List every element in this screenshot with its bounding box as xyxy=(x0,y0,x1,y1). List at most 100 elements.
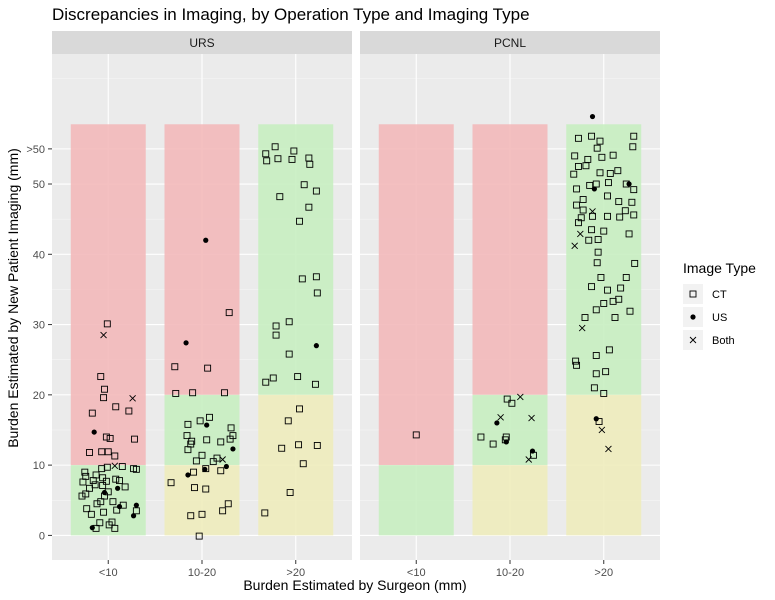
data-point-ct xyxy=(125,407,133,415)
data-point-both xyxy=(100,331,107,339)
data-point-ct xyxy=(81,468,89,476)
data-point-us xyxy=(183,340,189,346)
data-point-ct xyxy=(278,444,286,452)
data-point-ct xyxy=(299,460,307,468)
data-point-ct xyxy=(592,370,600,378)
data-point-both xyxy=(129,395,136,402)
data-point-ct xyxy=(195,532,203,540)
data-point-ct xyxy=(593,144,601,152)
data-point-ct xyxy=(617,284,625,292)
data-point-ct xyxy=(631,259,639,267)
data-point-ct xyxy=(99,474,107,482)
x-axis: <10 10-20 >20 <10 10-20 >20 xyxy=(99,560,613,579)
y-tick-label: 40 xyxy=(33,249,45,261)
data-point-ct xyxy=(261,509,269,517)
data-point-ct xyxy=(183,432,191,440)
data-point-ct xyxy=(225,309,233,317)
data-point-ct xyxy=(263,157,271,165)
data-point-ct xyxy=(284,417,292,425)
data-point-ct xyxy=(198,510,206,518)
data-point-ct xyxy=(86,449,93,456)
data-point-ct xyxy=(313,289,321,297)
data-point-us xyxy=(203,237,209,243)
data-point-ct xyxy=(106,434,114,442)
region-agree xyxy=(70,465,146,536)
data-point-ct xyxy=(121,483,129,491)
data-point-ct xyxy=(290,147,298,155)
data-point-ct xyxy=(206,413,213,421)
data-point-ct xyxy=(196,417,204,425)
facet-strip-label: URS xyxy=(189,36,214,50)
data-point-ct xyxy=(606,170,614,177)
data-point-ct xyxy=(78,492,86,500)
data-point-ct xyxy=(97,498,105,506)
data-point-ct xyxy=(192,457,200,465)
data-point-ct xyxy=(83,505,91,513)
data-point-us xyxy=(185,472,191,478)
data-point-ct xyxy=(104,448,112,456)
points xyxy=(78,143,321,540)
data-point-ct xyxy=(614,167,622,175)
data-point-ct xyxy=(276,193,284,201)
data-point-ct xyxy=(621,207,629,215)
x-tick-label: <10 xyxy=(99,567,118,579)
data-point-both xyxy=(497,414,504,421)
data-point-ct xyxy=(88,409,96,417)
data-point-both xyxy=(219,456,226,463)
x-tick-label: >20 xyxy=(594,567,613,579)
data-point-ct xyxy=(132,465,140,473)
data-point-both xyxy=(571,242,579,250)
data-point-ct xyxy=(570,170,578,178)
data-point-ct xyxy=(87,510,95,518)
data-point-ct xyxy=(630,211,638,219)
region-underestimate xyxy=(566,394,642,536)
data-point-ct xyxy=(598,153,606,161)
data-point-ct xyxy=(288,155,296,163)
data-point-ct xyxy=(204,364,212,372)
points xyxy=(412,113,639,463)
data-point-ct xyxy=(573,361,581,369)
y-axis: 0 10 20 30 40 50 >50 xyxy=(26,144,52,542)
data-point-ct xyxy=(600,227,608,235)
data-point-ct xyxy=(296,405,303,413)
data-point-ct xyxy=(313,441,321,449)
data-point-ct xyxy=(96,519,104,527)
y-tick-label: 50 xyxy=(33,179,45,191)
data-point-ct xyxy=(189,389,197,397)
data-point-us xyxy=(89,525,95,531)
y-tick-label: 10 xyxy=(33,460,45,472)
region-agree xyxy=(164,394,240,466)
data-point-us xyxy=(230,446,236,452)
data-point-ct xyxy=(503,395,511,403)
data-point-ct xyxy=(586,181,594,189)
data-point-ct xyxy=(100,508,108,516)
data-point-ct xyxy=(92,471,100,479)
data-point-ct xyxy=(604,179,612,187)
facet-strip xyxy=(52,31,352,54)
data-point-ct xyxy=(596,137,604,145)
legend-symbol-us xyxy=(690,314,696,320)
data-point-ct xyxy=(116,477,123,485)
data-point-ct xyxy=(604,212,611,220)
data-point-ct xyxy=(589,212,596,220)
data-point-ct xyxy=(111,452,119,460)
region-discrepancy xyxy=(70,124,146,466)
data-point-ct xyxy=(190,468,198,476)
data-point-ct xyxy=(600,300,608,307)
data-point-ct xyxy=(118,463,126,470)
data-point-ct xyxy=(131,435,138,443)
data-point-ct xyxy=(219,507,227,515)
facet-strip xyxy=(360,31,660,54)
data-point-ct xyxy=(171,363,179,371)
y-axis-title: Burden Estimated by New Patient Imaging … xyxy=(5,148,21,448)
data-point-us xyxy=(503,439,509,445)
data-point-ct xyxy=(217,438,225,446)
data-point-ct xyxy=(300,181,308,189)
data-point-both xyxy=(576,230,584,238)
data-point-us xyxy=(202,466,208,472)
data-point-ct xyxy=(594,248,602,256)
data-point-ct xyxy=(305,154,313,162)
legend-title: Image Type xyxy=(683,260,756,276)
data-point-ct xyxy=(305,203,313,211)
